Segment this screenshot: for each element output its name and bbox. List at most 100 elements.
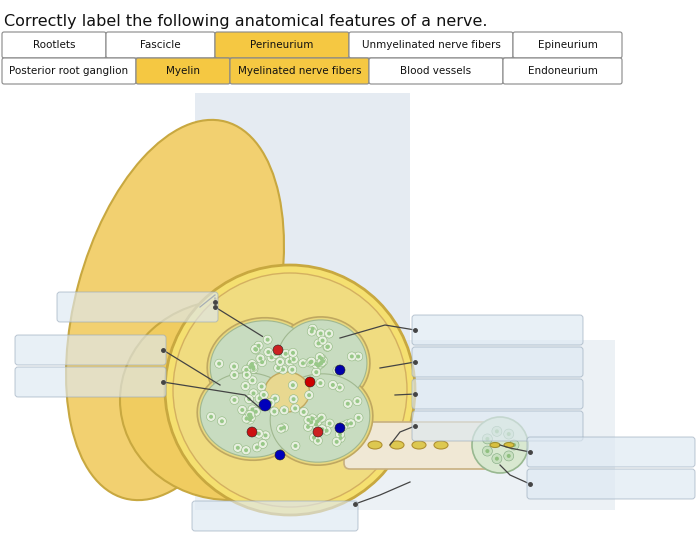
Circle shape <box>316 329 326 338</box>
Circle shape <box>253 443 262 452</box>
Circle shape <box>512 443 516 447</box>
Circle shape <box>165 265 415 515</box>
FancyBboxPatch shape <box>15 367 166 397</box>
Circle shape <box>257 382 266 391</box>
Circle shape <box>244 368 248 372</box>
Circle shape <box>314 423 318 426</box>
Bar <box>195 93 410 433</box>
Circle shape <box>248 365 252 369</box>
Circle shape <box>230 362 239 371</box>
Circle shape <box>279 423 288 432</box>
Circle shape <box>509 440 519 450</box>
Circle shape <box>314 361 323 370</box>
Circle shape <box>248 413 252 417</box>
Circle shape <box>230 396 239 404</box>
Circle shape <box>267 353 276 362</box>
Circle shape <box>495 456 499 461</box>
Circle shape <box>270 407 279 416</box>
Circle shape <box>218 416 226 426</box>
Circle shape <box>261 431 270 440</box>
Text: Fascicle: Fascicle <box>140 40 181 50</box>
Circle shape <box>307 393 311 397</box>
Circle shape <box>281 349 290 358</box>
Circle shape <box>251 407 255 412</box>
Circle shape <box>315 352 324 362</box>
Text: Myelin: Myelin <box>166 66 200 76</box>
Circle shape <box>291 383 295 387</box>
Circle shape <box>309 329 314 334</box>
Circle shape <box>266 398 275 407</box>
Circle shape <box>316 419 319 424</box>
Circle shape <box>325 329 334 338</box>
Circle shape <box>282 408 286 412</box>
Circle shape <box>325 429 329 433</box>
Circle shape <box>244 416 248 421</box>
Circle shape <box>271 394 279 403</box>
FancyBboxPatch shape <box>412 411 583 441</box>
Circle shape <box>261 442 265 446</box>
Circle shape <box>276 357 285 367</box>
Circle shape <box>312 436 316 439</box>
Circle shape <box>259 399 271 411</box>
Circle shape <box>328 380 337 390</box>
Ellipse shape <box>274 317 370 407</box>
Circle shape <box>317 358 326 367</box>
FancyBboxPatch shape <box>136 58 230 84</box>
Ellipse shape <box>390 441 404 449</box>
Circle shape <box>246 410 255 419</box>
Circle shape <box>244 410 253 419</box>
Circle shape <box>326 419 334 428</box>
Circle shape <box>321 339 325 342</box>
Circle shape <box>275 450 285 460</box>
Circle shape <box>317 413 326 422</box>
Circle shape <box>215 359 223 368</box>
Circle shape <box>288 381 298 390</box>
Circle shape <box>345 423 349 426</box>
FancyBboxPatch shape <box>215 32 349 58</box>
Circle shape <box>298 359 307 368</box>
Circle shape <box>279 365 288 374</box>
Circle shape <box>248 376 257 385</box>
FancyBboxPatch shape <box>15 335 166 365</box>
FancyBboxPatch shape <box>412 315 583 345</box>
Circle shape <box>251 391 256 395</box>
Circle shape <box>482 446 492 456</box>
FancyBboxPatch shape <box>412 347 583 377</box>
Circle shape <box>173 273 407 507</box>
Ellipse shape <box>66 120 284 500</box>
Circle shape <box>350 355 354 358</box>
Circle shape <box>206 412 216 421</box>
FancyBboxPatch shape <box>106 32 215 58</box>
Circle shape <box>485 449 489 453</box>
Circle shape <box>353 397 362 406</box>
Circle shape <box>504 451 514 461</box>
FancyBboxPatch shape <box>349 32 513 58</box>
Ellipse shape <box>207 318 317 412</box>
Circle shape <box>316 379 325 387</box>
Circle shape <box>318 332 323 335</box>
Circle shape <box>248 359 256 369</box>
Circle shape <box>316 341 321 345</box>
FancyBboxPatch shape <box>2 58 136 84</box>
Circle shape <box>302 410 306 414</box>
Circle shape <box>285 357 294 366</box>
Circle shape <box>271 350 280 358</box>
Circle shape <box>251 407 260 416</box>
Circle shape <box>317 354 326 363</box>
Circle shape <box>326 345 330 349</box>
Circle shape <box>230 370 239 379</box>
Ellipse shape <box>197 370 303 460</box>
Circle shape <box>507 432 511 436</box>
Circle shape <box>318 355 322 359</box>
Circle shape <box>314 362 318 366</box>
Ellipse shape <box>412 441 426 449</box>
Circle shape <box>250 362 254 366</box>
Circle shape <box>312 420 321 429</box>
Circle shape <box>280 406 288 415</box>
Circle shape <box>284 352 288 356</box>
Circle shape <box>485 437 489 441</box>
Circle shape <box>258 396 262 400</box>
Circle shape <box>316 363 321 368</box>
Circle shape <box>247 397 251 401</box>
Circle shape <box>349 421 353 425</box>
